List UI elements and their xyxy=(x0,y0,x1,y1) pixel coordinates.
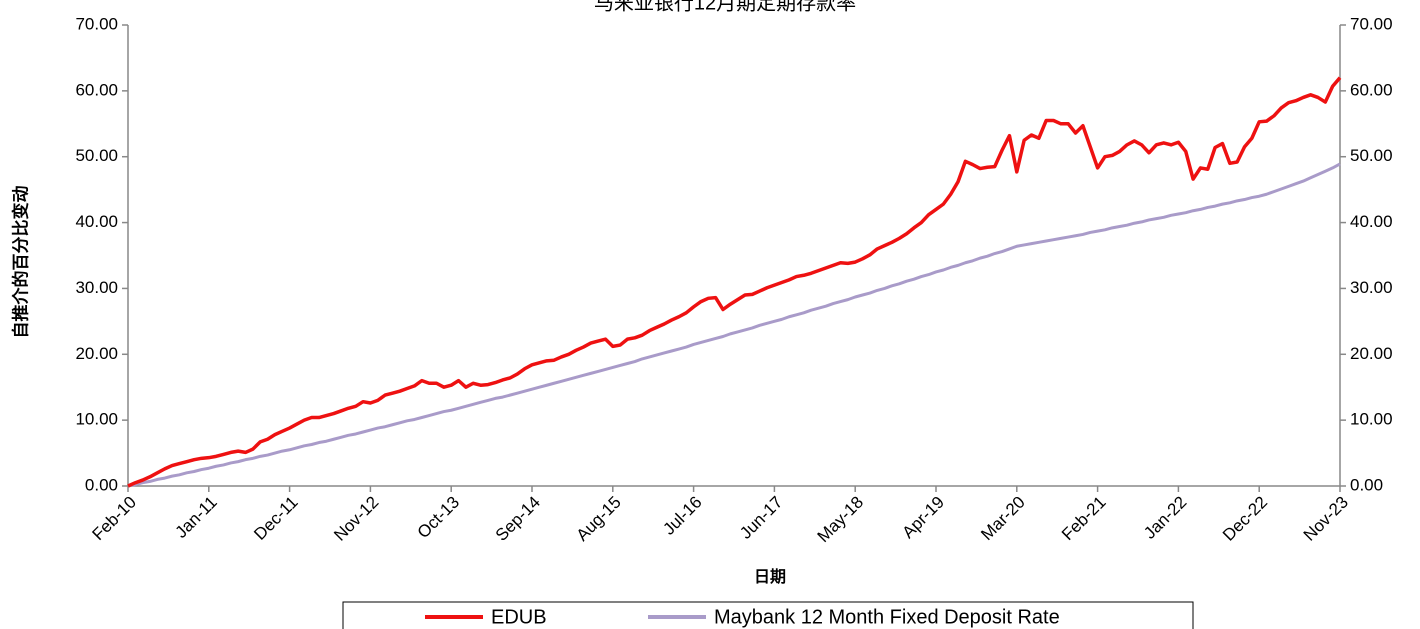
legend-label: EDUB xyxy=(491,606,547,628)
x-tick-label: Sep-14 xyxy=(492,493,544,545)
y-tick-label: 60.00 xyxy=(75,80,118,99)
y2-tick-label: 50.00 xyxy=(1350,146,1393,165)
y-tick-label: 20.00 xyxy=(75,344,118,363)
x-tick-label: Feb-21 xyxy=(1058,493,1110,545)
x-tick-label: Dec-11 xyxy=(250,493,301,544)
x-tick-label: Jul-16 xyxy=(659,493,705,539)
y-axis-label: 自推介的百分比变动 xyxy=(10,186,30,339)
y2-tick-label: 30.00 xyxy=(1350,278,1393,297)
legend-label: Maybank 12 Month Fixed Deposit Rate xyxy=(714,606,1060,628)
y2-tick-label: 10.00 xyxy=(1350,410,1393,429)
x-tick-label: Dec-22 xyxy=(1219,493,1271,545)
x-axis-label: 日期 xyxy=(754,567,786,586)
x-tick-label: Nov-23 xyxy=(1300,493,1352,545)
y-tick-label: 0.00 xyxy=(85,475,118,494)
y2-tick-label: 0.00 xyxy=(1350,475,1383,494)
x-tick-label: Mar-20 xyxy=(977,493,1029,545)
y-tick-label: 10.00 xyxy=(75,410,118,429)
y-tick-label: 30.00 xyxy=(75,278,118,297)
x-tick-label: Jun-17 xyxy=(736,493,786,543)
y-tick-label: 50.00 xyxy=(75,146,118,165)
x-tick-label: Jan-11 xyxy=(172,493,221,542)
x-tick-label: Oct-13 xyxy=(414,493,464,543)
y-tick-label: 70.00 xyxy=(75,14,118,33)
y2-tick-label: 60.00 xyxy=(1350,80,1393,99)
x-tick-label: May-18 xyxy=(814,493,868,547)
y-tick-label: 40.00 xyxy=(75,212,118,231)
x-tick-label: Feb-10 xyxy=(88,493,140,545)
y2-tick-label: 70.00 xyxy=(1350,14,1393,33)
y2-tick-label: 40.00 xyxy=(1350,212,1393,231)
chart-title: 马来亚银行12月期定期存款率 xyxy=(594,0,856,14)
x-tick-label: Nov-12 xyxy=(330,493,382,545)
legend-box xyxy=(342,601,1194,629)
series-line xyxy=(127,76,1342,488)
y2-tick-label: 20.00 xyxy=(1350,344,1393,363)
x-tick-label: Aug-15 xyxy=(573,493,625,545)
series-line xyxy=(127,162,1341,488)
x-tick-label: Jan-22 xyxy=(1140,493,1190,543)
x-tick-label: Apr-19 xyxy=(898,493,948,543)
